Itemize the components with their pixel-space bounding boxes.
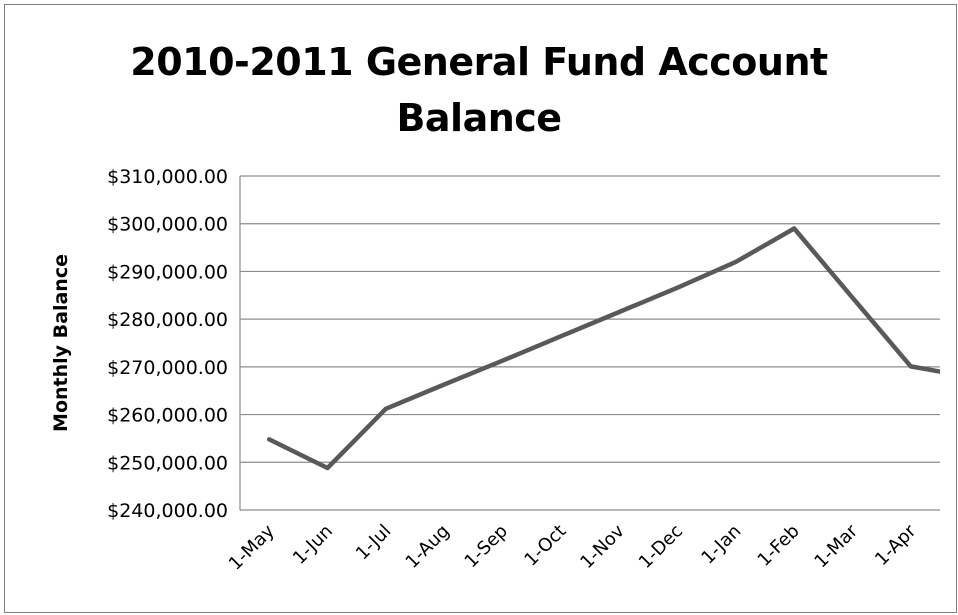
y-axis-title: Monthly Balance bbox=[50, 254, 72, 432]
x-tick-label: 1-Jun bbox=[289, 521, 337, 569]
chart-title-line-2: Balance bbox=[396, 96, 562, 140]
x-tick-label: 1-Oct bbox=[520, 521, 570, 571]
series-line bbox=[266, 226, 940, 471]
x-tick-label: 1-Jul bbox=[352, 521, 396, 565]
gridlines bbox=[240, 175, 940, 511]
x-tick-label: 1-Apr bbox=[871, 520, 921, 570]
y-tick-label: $250,000.00 bbox=[107, 452, 228, 474]
y-tick-label: $260,000.00 bbox=[107, 405, 228, 427]
x-tick-label: 1-Dec bbox=[635, 521, 687, 573]
y-axis-ticks: $240,000.00 $250,000.00 $260,000.00 $270,00… bbox=[107, 166, 228, 522]
y-tick-label: $310,000.00 bbox=[107, 166, 228, 188]
x-tick-label: 1-Sep bbox=[461, 521, 513, 573]
x-tick-label: 1-Feb bbox=[754, 521, 804, 571]
y-tick-label: $240,000.00 bbox=[107, 500, 228, 522]
chart-frame bbox=[4, 4, 957, 613]
series-layer bbox=[266, 226, 940, 471]
y-tick-label: $270,000.00 bbox=[107, 357, 228, 379]
x-tick-label: 1-Mar bbox=[810, 520, 862, 572]
x-tick-label: 1-Nov bbox=[576, 520, 629, 573]
x-axis-ticks: 1-May 1-Jun 1-Jul 1-Aug 1-Sep 1-Oct 1-Nov 1-Dec… bbox=[225, 520, 921, 574]
chart-title-line-1: 2010-2011 General Fund Account bbox=[130, 40, 828, 84]
y-tick-label: $280,000.00 bbox=[107, 309, 228, 331]
y-tick-label: $290,000.00 bbox=[107, 261, 228, 283]
y-tick-label: $300,000.00 bbox=[107, 214, 228, 236]
x-tick-label: 1-Jan bbox=[697, 521, 745, 569]
x-tick-label: 1-May bbox=[225, 520, 279, 574]
x-tick-label: 1-Aug bbox=[402, 521, 454, 573]
